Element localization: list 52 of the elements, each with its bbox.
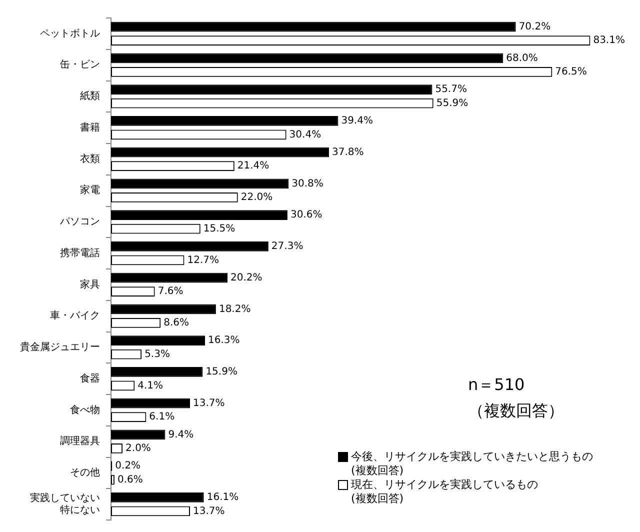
y-tick-label: 食べ物 (70, 404, 100, 416)
y-tick-label: ペットボトル (40, 28, 100, 40)
data-label: 55.7% (435, 84, 467, 96)
data-label: 30.4% (289, 129, 322, 140)
data-label: 30.8% (292, 178, 324, 190)
annotation: （複数回答） (468, 400, 564, 422)
data-label: 68.0% (506, 52, 538, 64)
data-label: 6.1% (149, 412, 175, 423)
data-label: 13.7% (193, 506, 225, 517)
data-label: 2.0% (126, 443, 151, 454)
data-label: 55.9% (436, 98, 468, 109)
y-tick-label: 車・バイク (50, 310, 100, 322)
data-label: 5.3% (144, 348, 170, 360)
data-label: 70.2% (518, 21, 551, 32)
y-tick-label: 調理器具 (60, 435, 100, 448)
data-label: 0.6% (117, 474, 143, 486)
data-label: 15.9% (206, 366, 238, 378)
y-tick-label: パソコン (59, 216, 100, 228)
y-tick-label: 書籍 (80, 121, 100, 134)
data-label: 0.2% (115, 460, 141, 472)
data-label: 27.3% (271, 241, 304, 252)
legend-label: 今後、リサイクルを実践していきたいと思うもの (複数回答) (351, 450, 593, 478)
data-label: 76.5% (555, 66, 587, 78)
y-tick-label: 携帯電話 (60, 246, 100, 259)
data-label: 20.2% (230, 272, 262, 284)
y-tick-label: 家電 (80, 184, 100, 196)
data-label: 4.1% (138, 380, 164, 392)
data-label: 16.3% (208, 335, 240, 346)
annotation: n＝510 (468, 374, 526, 396)
data-label: 8.6% (164, 318, 189, 329)
data-label: 16.1% (206, 492, 239, 504)
data-label: 37.8% (332, 146, 364, 158)
data-label: 22.0% (240, 192, 273, 204)
y-tick-label: 食器 (80, 372, 100, 384)
data-label: 13.7% (193, 398, 225, 409)
y-tick-label: 衣類 (80, 152, 100, 165)
data-label: 18.2% (218, 304, 251, 315)
y-tick-label: その他 (70, 466, 100, 479)
data-label: 12.7% (187, 254, 220, 266)
data-label: 30.6% (290, 210, 322, 221)
y-tick-label: 実践していない特にない (30, 492, 100, 516)
data-label: 15.5% (203, 223, 236, 234)
data-label: 39.4% (341, 116, 373, 127)
data-label: 83.1% (593, 35, 625, 46)
y-tick-label: 紙類 (80, 90, 100, 102)
y-tick-label: 缶・ビン (60, 60, 100, 71)
legend-label: 現在、リサイクルを実践しているもの (複数回答) (351, 478, 538, 506)
data-label: 21.4% (237, 160, 270, 172)
y-tick-label: 家具 (80, 278, 100, 290)
data-label: 7.6% (158, 286, 184, 298)
data-label: 9.4% (168, 429, 194, 440)
y-tick-label: 貴金属ジュエリー (20, 341, 100, 354)
